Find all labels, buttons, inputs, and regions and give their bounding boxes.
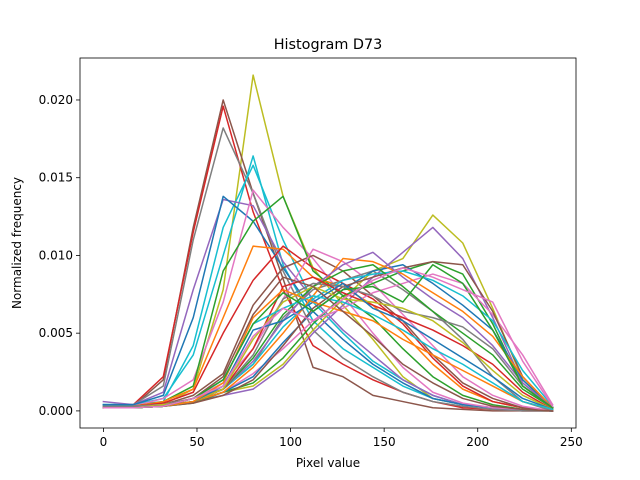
series-line-13 — [102, 254, 554, 412]
x-tick-label: 200 — [466, 435, 489, 449]
series-layer — [102, 74, 554, 412]
y-axis-label: Normalized frequency — [10, 177, 24, 309]
y-tick-label: 0.000 — [39, 404, 73, 418]
series-line-8 — [102, 195, 554, 412]
series-line-30 — [102, 288, 554, 411]
y-tick-label: 0.010 — [39, 248, 73, 262]
x-tick-label: 50 — [189, 435, 204, 449]
x-tick-label: 100 — [279, 435, 302, 449]
series-line-21 — [102, 260, 554, 409]
y-axis: 0.000 0.005 0.010 0.015 0.020 — [39, 93, 80, 418]
x-tick-label: 0 — [100, 435, 108, 449]
y-tick-label: 0.015 — [39, 171, 73, 185]
y-tick-label: 0.005 — [39, 326, 73, 340]
x-tick-label: 150 — [373, 435, 396, 449]
series-line-4 — [102, 127, 554, 412]
series-line-10 — [102, 195, 554, 412]
x-tick-label: 250 — [560, 435, 583, 449]
plot-frame — [79, 57, 577, 429]
series-line-34 — [102, 267, 554, 409]
x-axis-label: Pixel value — [296, 456, 360, 470]
series-line-3 — [102, 105, 554, 412]
chart-title: Histogram D73 — [274, 37, 383, 53]
y-tick-label: 0.020 — [39, 93, 73, 107]
series-line-11 — [102, 245, 554, 412]
x-axis: 0 50 100 150 200 250 — [100, 428, 583, 449]
